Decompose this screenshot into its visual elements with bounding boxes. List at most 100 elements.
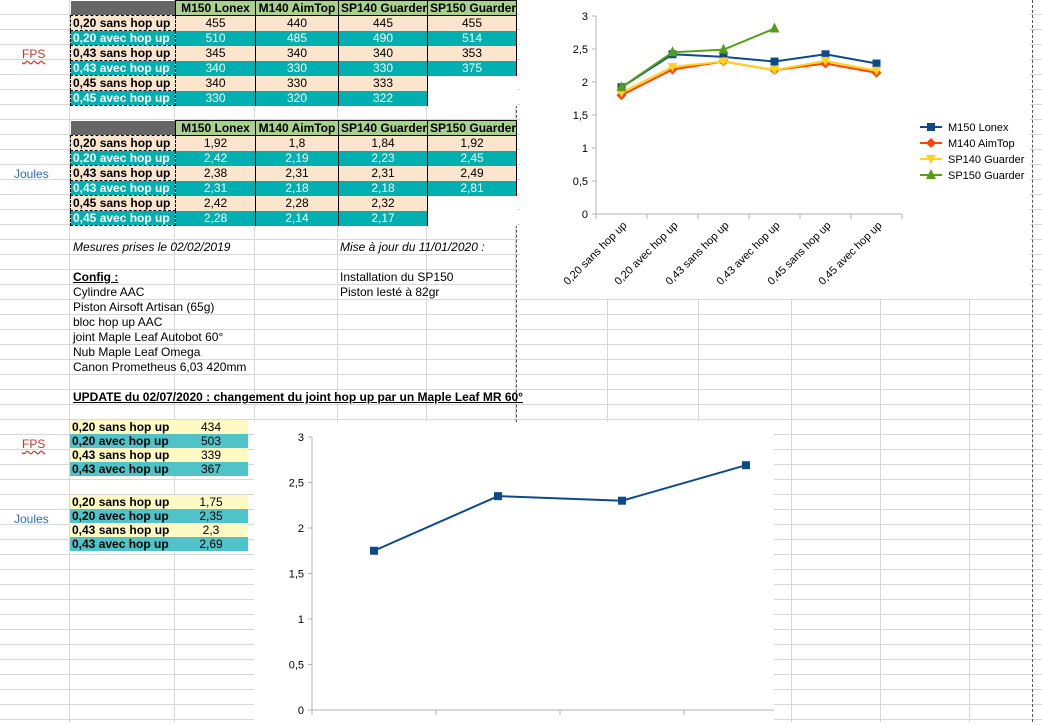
table-cell[interactable]: 330 [255,75,339,91]
row-label[interactable]: 0,43 avec hop up [70,180,176,196]
table-cell[interactable]: 367 [174,462,248,476]
table-cell[interactable]: 2,23 [338,150,428,166]
table-cell[interactable]: 455 [427,15,517,31]
joules-update-label: Joules [14,512,49,526]
row-label[interactable]: 0,20 avec hop up [70,434,174,448]
table-cell[interactable]: 330 [338,60,428,76]
table-cell[interactable]: 2,31 [255,165,339,181]
joules-section-label: Joules [14,167,49,181]
row-label[interactable]: 0,45 sans hop up [70,195,176,211]
table-cell[interactable]: 330 [255,60,339,76]
row-label[interactable]: 0,45 avec hop up [70,210,176,226]
header-col[interactable]: M140 AimTop [255,0,339,16]
row-label[interactable]: 0,20 sans hop up [70,495,174,509]
table-cell[interactable]: 2,14 [255,210,339,226]
data-point [616,81,627,92]
table-cell[interactable]: 445 [338,15,428,31]
table-cell[interactable]: 514 [427,30,517,46]
table-cell[interactable]: 1,92 [427,135,517,151]
y-tick-label: 0,5 [289,660,304,672]
header-blank [70,0,176,16]
header-col[interactable]: SP150 Guarder [427,120,517,136]
table-cell[interactable]: 353 [427,45,517,61]
row-label[interactable]: 0,20 avec hop up [70,30,176,46]
chart-update-joules[interactable]: 00,511,522,530,20 sans hop up0,20 avec h… [254,422,809,725]
table-cell[interactable]: 375 [427,60,517,76]
table-cell[interactable]: 2,17 [338,210,428,226]
row-label[interactable]: 0,43 sans hop up [70,45,176,61]
header-col[interactable]: SP150 Guarder [427,0,517,16]
table-cell[interactable]: 320 [255,90,339,106]
table-cell[interactable]: 322 [338,90,428,106]
table-cell[interactable]: 1,75 [174,495,248,509]
table-cell[interactable]: 339 [174,448,248,462]
data-point [820,56,831,66]
table-cell[interactable]: 510 [175,30,256,46]
table-cell[interactable]: 2,35 [174,509,248,523]
table-cell[interactable]: 2,42 [175,150,256,166]
table-cell[interactable] [427,195,517,211]
table-cell[interactable]: 345 [175,45,256,61]
table-cell[interactable]: 490 [338,30,428,46]
table-cell[interactable]: 1,92 [175,135,256,151]
table-cell[interactable]: 340 [175,60,256,76]
row-label[interactable]: 0,45 avec hop up [70,90,176,106]
header-col[interactable]: SP140 Guarder [338,0,428,16]
header-col[interactable]: SP140 Guarder [338,120,428,136]
data-point [718,43,729,54]
table-cell[interactable]: 2,45 [427,150,517,166]
row-label[interactable]: 0,43 sans hop up [70,165,176,181]
table-cell[interactable]: 2,38 [175,165,256,181]
table-row: 0,43 avec hop up 340 330 330 375 [70,60,517,76]
table-row: 0,43 sans hop up 2,38 2,31 2,31 2,49 [70,165,517,181]
table-cell[interactable]: 1,84 [338,135,428,151]
table-cell[interactable]: 2,81 [427,180,517,196]
row-label[interactable]: 0,43 avec hop up [70,60,176,76]
table-cell[interactable]: 2,18 [338,180,428,196]
table-cell[interactable]: 1,8 [255,135,339,151]
table-cell[interactable]: 2,31 [175,180,256,196]
table-cell[interactable]: 340 [338,45,428,61]
table-cell[interactable]: 333 [338,75,428,91]
table-row: 0,43 avec hop up 2,69 [70,537,248,551]
table-cell[interactable]: 2,19 [255,150,339,166]
header-col[interactable]: M140 AimTop [255,120,339,136]
row-label[interactable]: 0,20 avec hop up [70,509,174,523]
header-col[interactable]: M150 Lonex [175,120,256,136]
table-cell[interactable]: 340 [175,75,256,91]
chart-joules-comparison[interactable]: 0 0,5 1 1,5 2 2,5 3 0,20 sans hop up 0,20 avec h… [520,0,1030,298]
row-label[interactable]: 0,20 sans hop up [70,420,174,434]
table-cell[interactable]: 2,18 [255,180,339,196]
row-label[interactable]: 0,43 avec hop up [70,462,174,476]
row-label[interactable]: 0,43 sans hop up [70,448,174,462]
table-row: 0,45 sans hop up 340 330 333 [70,75,517,91]
row-label[interactable]: 0,43 sans hop up [70,523,174,537]
table-cell[interactable]: 485 [255,30,339,46]
table-cell[interactable]: 434 [174,420,248,434]
table-cell[interactable]: 340 [255,45,339,61]
row-label[interactable]: 0,20 sans hop up [70,135,176,151]
table-cell[interactable] [427,75,517,91]
table-cell[interactable]: 2,69 [174,537,248,551]
row-label[interactable]: 0,43 avec hop up [70,537,174,551]
table-cell[interactable]: 455 [175,15,256,31]
table-cell[interactable] [427,90,517,106]
table-cell[interactable]: 2,49 [427,165,517,181]
table-cell[interactable]: 440 [255,15,339,31]
table-cell[interactable]: 2,28 [255,195,339,211]
table-cell[interactable]: 330 [175,90,256,106]
table-cell[interactable] [427,210,517,226]
row-label[interactable]: 0,45 sans hop up [70,75,176,91]
table-cell[interactable]: 2,28 [175,210,256,226]
header-col[interactable]: M150 Lonex [175,0,256,16]
chart-svg: 00,511,522,530,20 sans hop up0,20 avec h… [289,432,809,725]
table-cell[interactable]: 2,42 [175,195,256,211]
fps-table: M150 Lonex M140 AimTop SP140 Guarder SP1… [70,0,517,106]
table-cell[interactable]: 2,32 [338,195,428,211]
chart-svg: 00,511,522,530,20 sans hop up0,20 avec h… [561,11,1024,288]
row-label[interactable]: 0,20 avec hop up [70,150,176,166]
table-cell[interactable]: 2,3 [174,523,248,537]
table-cell[interactable]: 2,31 [338,165,428,181]
table-cell[interactable]: 503 [174,434,248,448]
row-label[interactable]: 0,20 sans hop up [70,15,176,31]
